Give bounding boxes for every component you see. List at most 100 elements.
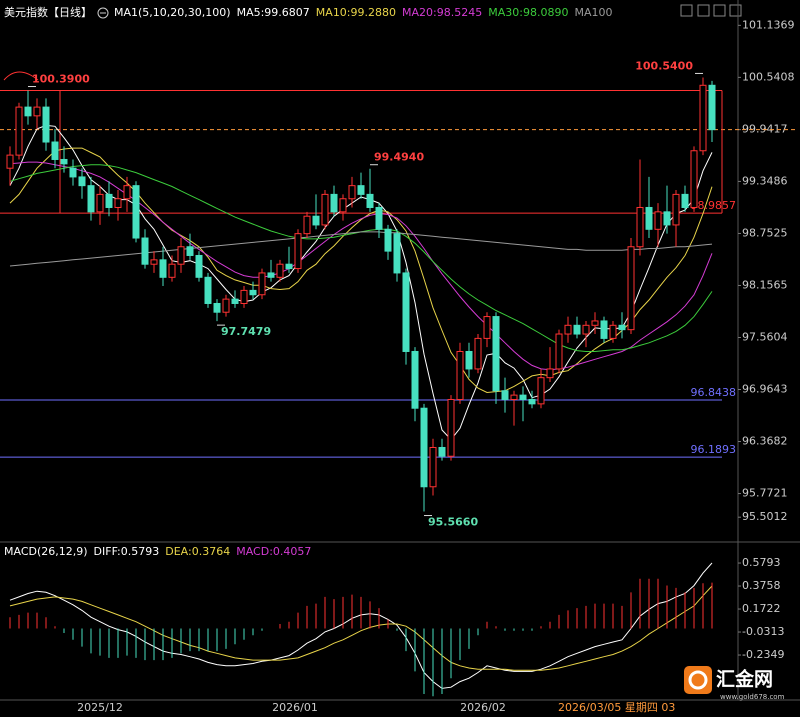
candle-body: [708, 84, 716, 131]
brand-name: 汇金网: [716, 668, 773, 691]
candle-body: [600, 320, 608, 339]
x-tick-label: 2025/12: [77, 701, 123, 714]
legend-entry: DIFF:0.5793: [94, 545, 160, 558]
y-tick-label: 0.5793: [742, 556, 781, 569]
candle-body: [312, 215, 320, 226]
candle-body: [591, 320, 599, 326]
y-tick-label: 95.7721: [742, 487, 788, 500]
candle-body: [177, 246, 185, 265]
icon-button[interactable]: [697, 4, 710, 17]
candle-body: [321, 193, 329, 226]
candle-body: [618, 324, 626, 331]
candle-body: [105, 193, 113, 208]
y-tick-label: 98.1565: [742, 278, 788, 291]
y-tick-label: 96.3682: [742, 435, 788, 448]
candle-body: [6, 154, 14, 169]
candle-body: [654, 211, 662, 230]
candle-body: [474, 337, 482, 370]
candle-body: [402, 272, 410, 352]
icon-button[interactable]: [729, 4, 742, 17]
candle-body: [627, 246, 635, 331]
candle-body: [213, 302, 221, 313]
annotation: 100.5400: [635, 59, 693, 72]
candle-body: [78, 176, 86, 187]
candle-body: [15, 106, 23, 156]
candle-body: [375, 206, 383, 230]
candle-body: [645, 206, 653, 230]
candle-body: [114, 198, 122, 208]
candle-body: [447, 398, 455, 457]
candle-body: [672, 193, 680, 226]
candle-body: [258, 272, 266, 296]
legend-entry: MA10:99.2880: [316, 6, 396, 19]
candle-body: [87, 185, 95, 213]
moving-average-line: [9, 231, 713, 267]
candle-body: [168, 263, 176, 278]
candle-body: [555, 333, 563, 370]
candle-body: [456, 350, 464, 400]
x-tick-label: 2026/02: [460, 701, 506, 714]
candle-body: [636, 206, 644, 248]
candle-body: [222, 298, 230, 313]
icon-button[interactable]: [680, 4, 693, 17]
candle-body: [573, 324, 581, 335]
annotation: 95.5660: [428, 516, 478, 529]
candle-body: [339, 198, 347, 213]
icon-button[interactable]: [713, 4, 726, 17]
candle-body: [249, 289, 257, 296]
indicator-title: MACD(26,12,9): [4, 545, 88, 558]
candle-body: [195, 254, 203, 278]
candle-body: [519, 394, 527, 400]
legend-entry: MA30:98.0890: [488, 6, 568, 19]
legend-entry: DEA:0.3764: [165, 545, 230, 558]
y-tick-label: 100.5408: [742, 70, 795, 83]
toggle-icon: [97, 7, 109, 19]
y-tick-label: 98.7525: [742, 226, 788, 239]
legend-entry: MA20:98.5245: [402, 6, 482, 19]
y-tick-label: 97.5604: [742, 330, 788, 343]
candle-body: [429, 446, 437, 488]
candle-body: [366, 193, 374, 208]
candle-body: [609, 324, 617, 339]
candle-body: [663, 211, 671, 226]
legend-entry: MA100: [574, 6, 612, 19]
candle-body: [132, 185, 140, 239]
candle-body: [564, 324, 572, 335]
annotation: 97.7479: [221, 325, 271, 338]
legend-entry: MACD:0.4057: [236, 545, 311, 558]
candle-body: [483, 316, 491, 339]
y-tick-label: 0.3758: [742, 579, 781, 592]
candle-body: [231, 298, 239, 304]
candle-body: [348, 185, 356, 200]
candle-body: [384, 228, 392, 252]
brand-logo-mark: [688, 670, 708, 690]
candle-body: [60, 158, 68, 165]
candle-body: [546, 368, 554, 379]
candle-body: [528, 398, 536, 405]
indicator-label: MA1(5,10,20,30,100): [114, 6, 231, 19]
candle-body: [186, 246, 194, 256]
brand-logo: [684, 666, 712, 694]
annotation: 100.3900: [32, 73, 90, 86]
candle-body: [240, 289, 248, 304]
level-label: 96.8438: [691, 386, 737, 399]
y-tick-label: 99.3486: [742, 174, 788, 187]
candle-body: [96, 193, 104, 213]
level-label: 98.9857: [691, 199, 737, 212]
candle-body: [690, 150, 698, 208]
candle-body: [303, 215, 311, 235]
candle-body: [681, 193, 689, 208]
candle-body: [294, 233, 302, 270]
chart-title: 美元指数【日线】: [4, 5, 92, 19]
candle-body: [510, 394, 518, 400]
candle-body: [411, 350, 419, 409]
y-tick-label: 101.1369: [742, 18, 795, 31]
candle-body: [465, 350, 473, 370]
y-tick-label: 0.1722: [742, 602, 781, 615]
candle-body: [159, 259, 167, 278]
level-label: 96.1893: [691, 443, 737, 456]
candle-body: [330, 193, 338, 213]
y-tick-label: 96.9643: [742, 383, 788, 396]
candle-body: [420, 407, 428, 488]
